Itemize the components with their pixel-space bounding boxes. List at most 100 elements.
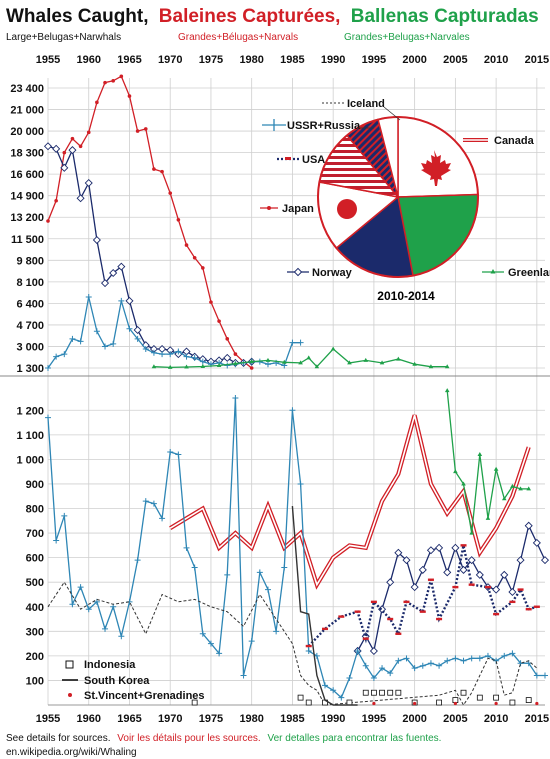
data-point bbox=[175, 348, 182, 355]
legend-stvincent: St.Vincent+Grenadines bbox=[84, 690, 205, 702]
data-point bbox=[452, 655, 459, 662]
data-point bbox=[459, 565, 468, 574]
data-point bbox=[223, 353, 232, 362]
data-point bbox=[207, 640, 214, 647]
data-point bbox=[248, 638, 255, 645]
data-point bbox=[168, 191, 173, 195]
x-tick-label-bottom: 1975 bbox=[199, 713, 223, 725]
label-usa: USA bbox=[302, 154, 325, 166]
data-point bbox=[518, 486, 523, 491]
x-tick-label-top: 1990 bbox=[321, 54, 345, 66]
data-point bbox=[532, 538, 541, 547]
data-point bbox=[477, 451, 483, 456]
data-point bbox=[494, 701, 498, 706]
x-tick-label-top: 1995 bbox=[362, 54, 386, 66]
data-point bbox=[78, 144, 83, 149]
data-point bbox=[443, 568, 452, 577]
series-japan bbox=[46, 74, 254, 370]
label-canada: Canada bbox=[494, 135, 535, 147]
subtitle-en: Large+Belugas+Narwhals bbox=[6, 32, 121, 43]
data-point bbox=[92, 236, 101, 245]
y-tick-label-upper: 18 300 bbox=[10, 148, 44, 160]
data-point bbox=[410, 583, 419, 592]
data-point bbox=[493, 612, 500, 616]
data-point bbox=[444, 657, 451, 664]
y-tick-label-lower: 900 bbox=[26, 479, 44, 491]
data-point bbox=[453, 469, 458, 474]
data-point bbox=[61, 512, 68, 519]
x-tick-label-top: 1985 bbox=[280, 54, 304, 66]
axes: 1955 1955 1960 1960 1965 1965 1970 1970 1975 1975… bbox=[0, 54, 550, 725]
data-point bbox=[517, 588, 524, 591]
x-tick-label-bottom: 1970 bbox=[158, 713, 182, 725]
footer-url: en.wikipedia.org/wiki/Whaling bbox=[6, 747, 137, 758]
data-point bbox=[45, 414, 51, 421]
data-point bbox=[199, 358, 206, 365]
title-black: Whales Caught, bbox=[6, 6, 149, 27]
x-tick-label-bottom: 2005 bbox=[443, 713, 467, 725]
data-point bbox=[60, 163, 69, 172]
y-tick-label-upper: 1 300 bbox=[16, 363, 44, 375]
x-tick-label-bottom: 1990 bbox=[321, 713, 345, 725]
data-point bbox=[485, 515, 491, 520]
legend-indonesia: Indonesia bbox=[84, 659, 136, 671]
data-point bbox=[379, 360, 385, 365]
y-tick-label-lower: 800 bbox=[26, 504, 44, 516]
data-point bbox=[322, 682, 329, 689]
data-point bbox=[184, 364, 189, 369]
data-point bbox=[85, 606, 92, 613]
japan-disc-icon bbox=[337, 199, 357, 219]
y-tick-label-lower: 700 bbox=[26, 528, 44, 540]
data-point bbox=[363, 357, 369, 362]
title-green: Ballenas Capturadas bbox=[351, 6, 539, 27]
data-point bbox=[386, 578, 395, 587]
data-point bbox=[249, 359, 254, 364]
data-point bbox=[134, 557, 141, 564]
data-point bbox=[297, 480, 304, 487]
series-lines bbox=[43, 74, 550, 706]
data-point bbox=[509, 600, 516, 604]
series-norway-lower- bbox=[353, 521, 550, 655]
data-point bbox=[150, 349, 157, 356]
data-point bbox=[379, 689, 385, 696]
lower-legend: Indonesia South Korea St.Vincent+Grenadi… bbox=[62, 659, 205, 702]
y-tick-label-lower: 300 bbox=[26, 626, 44, 638]
data-point bbox=[160, 169, 164, 174]
y-tick-label-upper: 6 400 bbox=[16, 298, 44, 310]
data-point bbox=[200, 363, 206, 368]
grid bbox=[47, 78, 545, 705]
data-point bbox=[501, 496, 507, 501]
x-tick-label-bottom: 1955 bbox=[36, 713, 60, 725]
data-point bbox=[297, 694, 304, 701]
data-point bbox=[509, 699, 516, 706]
data-point bbox=[103, 80, 107, 85]
data-point bbox=[133, 325, 142, 335]
data-point bbox=[330, 346, 336, 351]
data-point bbox=[436, 699, 442, 706]
data-point bbox=[199, 630, 206, 637]
data-point bbox=[476, 694, 483, 701]
series-line bbox=[47, 145, 252, 364]
data-point bbox=[413, 701, 417, 706]
data-point bbox=[127, 94, 132, 98]
x-tick-label-top: 1975 bbox=[199, 54, 223, 66]
iceland-pointer bbox=[383, 106, 401, 121]
series-line bbox=[47, 296, 301, 369]
data-point bbox=[52, 144, 61, 153]
data-point bbox=[184, 243, 189, 247]
series-st-vincent-grenadines bbox=[372, 701, 539, 706]
data-point bbox=[84, 178, 93, 188]
data-point bbox=[322, 627, 329, 631]
y-tick-label-lower: 1 100 bbox=[16, 430, 44, 442]
pie-title: 2010-2014 bbox=[377, 289, 435, 303]
data-point bbox=[476, 655, 483, 662]
y-tick-label-upper: 21 000 bbox=[10, 105, 44, 117]
x-tick-label-bottom: 2010 bbox=[484, 713, 508, 725]
label-iceland: Iceland bbox=[347, 98, 385, 110]
data-point bbox=[43, 142, 53, 151]
data-point bbox=[500, 570, 509, 579]
data-point bbox=[387, 617, 394, 621]
data-point bbox=[444, 364, 450, 369]
data-point bbox=[61, 351, 68, 358]
